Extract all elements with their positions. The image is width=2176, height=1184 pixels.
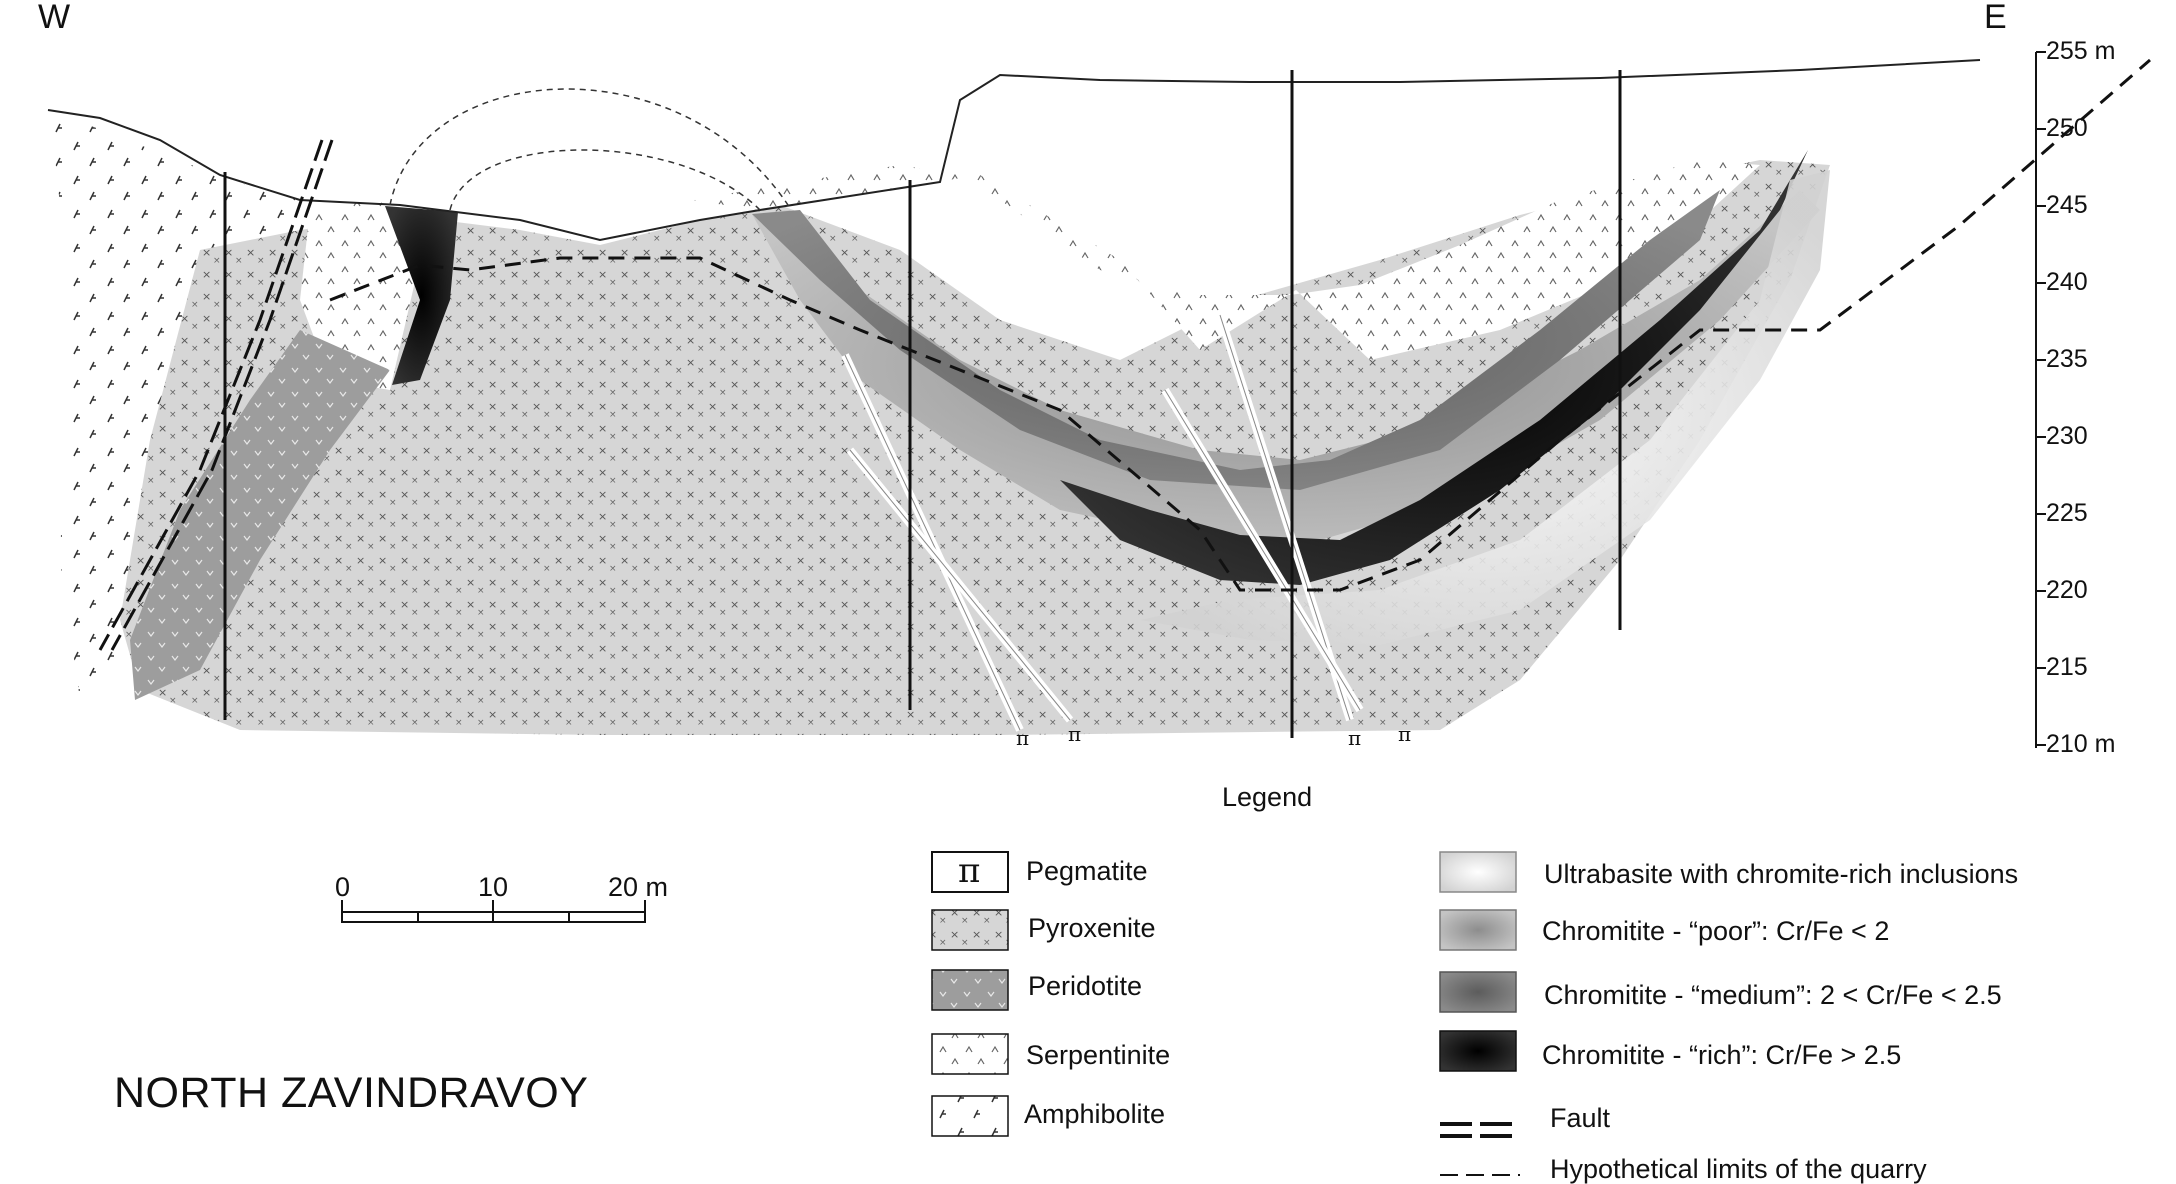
scale-bar-graphic bbox=[341, 900, 646, 923]
legend-swatch-pegmatite bbox=[931, 851, 1009, 893]
legend-label-chromitite-poor: Chromitite - “poor”: Cr/Fe < 2 bbox=[1542, 916, 1890, 946]
serpentinite-unit bbox=[690, 160, 1760, 360]
elevation-label: 210 m bbox=[2046, 730, 2116, 758]
east-label: E bbox=[1984, 0, 2007, 36]
legend-label-chromitite-rich: Chromitite - “rich”: Cr/Fe > 2.5 bbox=[1542, 1040, 1902, 1070]
elevation-label: 245 bbox=[2046, 191, 2088, 219]
pegmatite-symbol: π bbox=[958, 851, 981, 891]
ultrabasite-inclusions bbox=[1140, 170, 1830, 645]
fault-line bbox=[110, 139, 334, 651]
legend-title: Legend bbox=[1222, 782, 1313, 812]
reconstructed-upper-surface bbox=[389, 88, 791, 209]
legend-label-pegmatite: Pegmatite bbox=[1026, 856, 1148, 886]
pegmatite-marker: π bbox=[1016, 726, 1030, 750]
legend-label-pyroxenite: Pyroxenite bbox=[1028, 913, 1156, 943]
quarry-limit bbox=[329, 58, 2151, 592]
elevation-label: 225 bbox=[2046, 499, 2088, 527]
pegmatite-marker: π bbox=[1398, 722, 1412, 746]
legend-label-amphibolite: Amphibolite bbox=[1024, 1099, 1166, 1129]
elevation-label: 230 bbox=[2046, 422, 2088, 450]
elevation-label: 220 bbox=[2046, 576, 2088, 604]
pegmatite-dike-outline bbox=[1164, 389, 1361, 711]
reconstructed-upper-surface bbox=[449, 149, 761, 211]
elevation-label: 235 bbox=[2046, 345, 2088, 373]
legend-swatch-chromitite-poor bbox=[1439, 909, 1517, 951]
legend-swatch-peridotite bbox=[931, 969, 1009, 1011]
elevation-label: 255 m bbox=[2046, 37, 2116, 65]
scale-label: 0 bbox=[335, 872, 351, 902]
site-name: NORTH ZAVINDRAVOY bbox=[114, 1069, 589, 1117]
chromitite-medium-band bbox=[752, 190, 1720, 490]
legend-label-ultrabasite: Ultrabasite with chromite-rich inclusion… bbox=[1544, 859, 2019, 889]
elevation-ticks bbox=[2036, 51, 2046, 746]
chromitite-rich-band bbox=[1060, 150, 1808, 585]
legend-label-fault: Fault bbox=[1550, 1103, 1611, 1133]
legend-swatch-chromitite-medium bbox=[1439, 971, 1517, 1013]
legend-label-quarry: Hypothetical limits of the quarry bbox=[1550, 1154, 1927, 1184]
chromitite-poor-band bbox=[752, 190, 1820, 540]
chromitite-rich-west bbox=[385, 206, 458, 385]
elevation-label: 240 bbox=[2046, 268, 2088, 296]
pegmatite-marker: π bbox=[1068, 722, 1082, 746]
legend-swatch-pyroxenite bbox=[931, 909, 1009, 951]
legend-swatch-amphibolite bbox=[931, 1095, 1009, 1137]
legend-label-chromitite-medium: Chromitite - “medium”: 2 < Cr/Fe < 2.5 bbox=[1544, 980, 2002, 1010]
legend-label-peridotite: Peridotite bbox=[1028, 971, 1143, 1001]
legend-swatch-chromitite-rich bbox=[1439, 1030, 1517, 1072]
elevation-label: 215 bbox=[2046, 653, 2088, 681]
pegmatite-dike-outline bbox=[844, 354, 1021, 731]
fault-line bbox=[98, 139, 324, 651]
scale-label: 20 m bbox=[608, 872, 669, 902]
serpentinite-west bbox=[300, 200, 420, 390]
scale-label: 10 bbox=[478, 872, 509, 902]
pegmatite-dike-outline bbox=[849, 449, 1071, 721]
legend-label-serpentinite: Serpentinite bbox=[1026, 1040, 1171, 1070]
pegmatite-marker: π bbox=[1348, 726, 1362, 750]
legend-swatch-fault bbox=[1440, 1122, 1520, 1138]
peridotite-unit bbox=[130, 330, 390, 700]
legend-swatch-serpentinite bbox=[931, 1033, 1009, 1075]
legend-swatch-ultrabasite bbox=[1439, 851, 1517, 893]
west-label: W bbox=[38, 0, 71, 36]
elevation-label: 250 bbox=[2046, 114, 2088, 142]
